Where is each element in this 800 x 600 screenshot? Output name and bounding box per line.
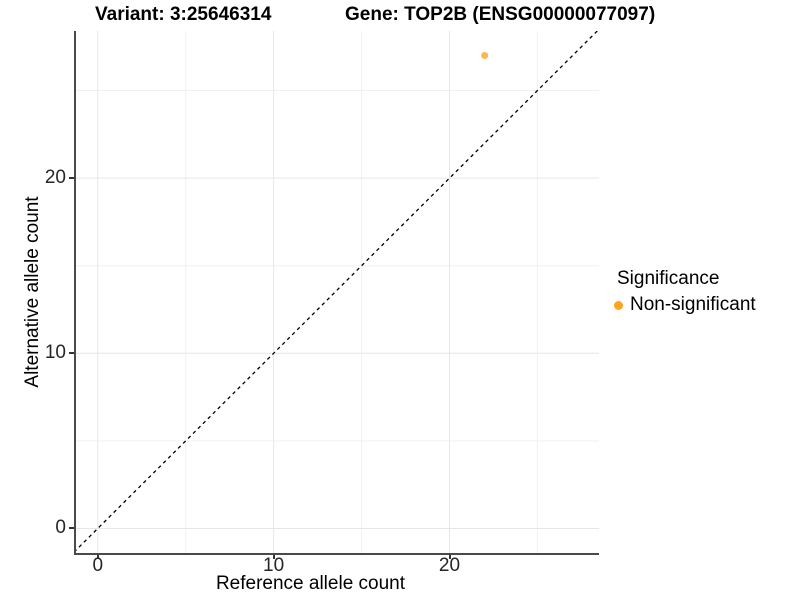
- gene-title: Gene: TOP2B (ENSG00000077097): [345, 4, 656, 25]
- legend-item: Non-significant: [614, 295, 756, 315]
- legend-items: Non-significant: [614, 295, 756, 315]
- y-tick-mark: [69, 352, 74, 355]
- x-tick-label: 20: [438, 555, 461, 576]
- data-point: [481, 52, 489, 60]
- x-axis-line: [74, 553, 599, 555]
- x-tick-label: 0: [92, 555, 104, 576]
- y-tick-label: 0: [55, 517, 66, 539]
- y-axis-title: Alternative allele count: [22, 196, 43, 388]
- legend-title: Significance: [617, 268, 720, 289]
- x-tick-mark: [448, 555, 451, 559]
- x-tick-mark: [272, 555, 275, 559]
- y-tick-label: 20: [44, 167, 66, 189]
- plot-panel: [74, 31, 599, 553]
- x-tick-mark: [96, 555, 99, 559]
- identity-dashed-line: [74, 31, 598, 553]
- legend-marker-circle-icon: [614, 300, 623, 310]
- x-tick-label: 10: [263, 555, 285, 576]
- y-tick-mark: [69, 527, 74, 530]
- legend: Significance Non-significant: [614, 268, 756, 315]
- variant-title: Variant: 3:25646314: [95, 4, 272, 25]
- legend-item-label: Non-significant: [630, 294, 756, 315]
- x-axis-title: Reference allele count: [215, 573, 406, 594]
- y-tick-mark: [69, 177, 74, 180]
- y-axis-line: [74, 31, 76, 555]
- y-tick-label: 10: [44, 342, 66, 364]
